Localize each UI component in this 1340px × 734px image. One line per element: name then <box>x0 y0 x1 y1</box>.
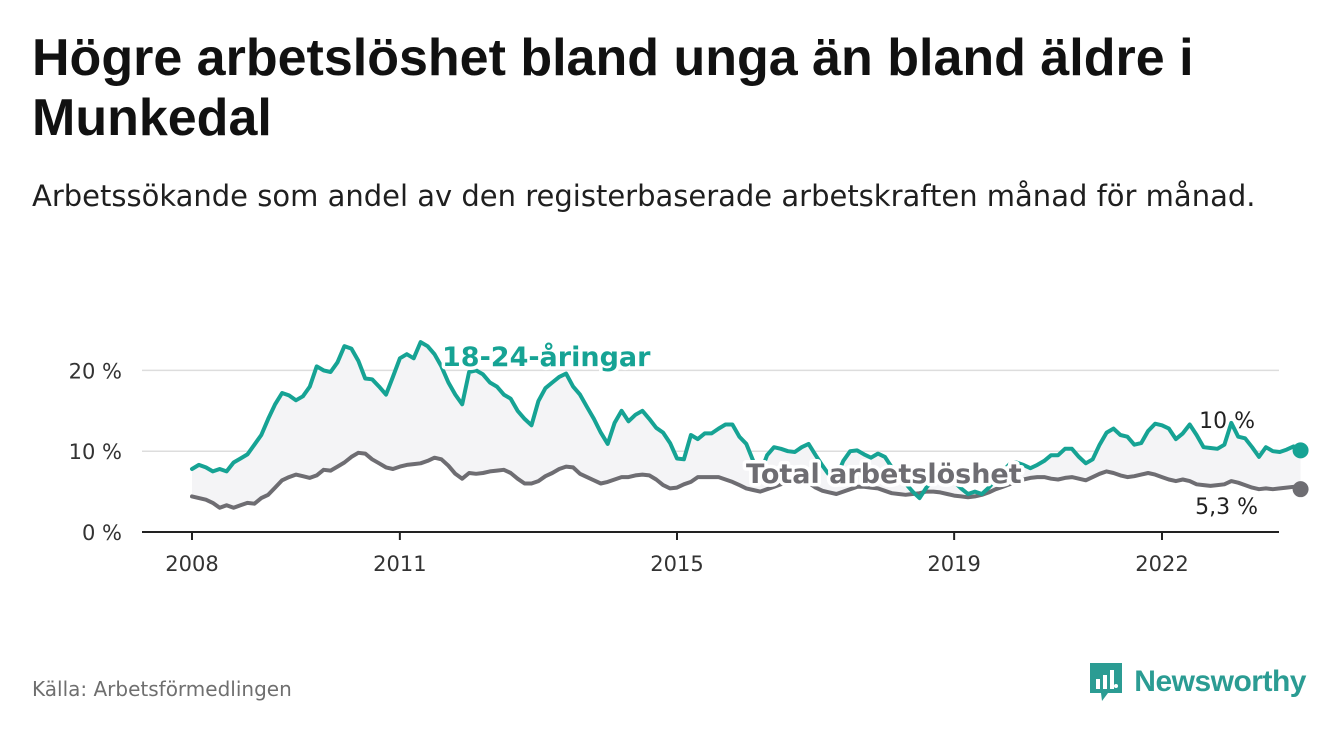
series-line-total <box>190 450 1303 510</box>
series-label-youth: 18-24-åringar <box>442 341 651 373</box>
series-label-total-halo: Total arbetslöshet <box>746 459 1022 490</box>
y-tick-label: 10 % <box>69 440 122 464</box>
source-note: Källa: Arbetsförmedlingen <box>32 677 292 701</box>
end-value-label-total: 5,3 % <box>1195 495 1258 520</box>
y-tick-label: 20 % <box>69 359 122 383</box>
y-tick-label: 0 % <box>82 521 122 545</box>
x-tick-label: 2019 <box>927 552 980 576</box>
x-tick-label: 2015 <box>650 552 703 576</box>
series-line-youth <box>190 340 1303 501</box>
x-tick-label: 2011 <box>373 552 426 576</box>
newsworthy-logo-icon <box>1090 663 1123 701</box>
x-tick-label: 2022 <box>1135 552 1188 576</box>
brand-name: Newsworthy <box>1134 665 1306 698</box>
endpoint-marker-total <box>1292 481 1309 498</box>
chart-title: Högre arbetslöshet bland unga än bland ä… <box>32 29 1194 147</box>
x-tick-label: 2008 <box>165 552 218 576</box>
end-value-label-youth: 10 % <box>1199 409 1255 434</box>
series-label-youth-halo: 18-24-åringar <box>442 341 651 373</box>
brand-logo: Newsworthy <box>1088 660 1306 704</box>
chart-subtitle: Arbetssökande som andel av den registerb… <box>32 179 1256 213</box>
series-label-total: Total arbetslöshet <box>746 459 1022 490</box>
endpoint-marker-youth <box>1292 442 1309 459</box>
